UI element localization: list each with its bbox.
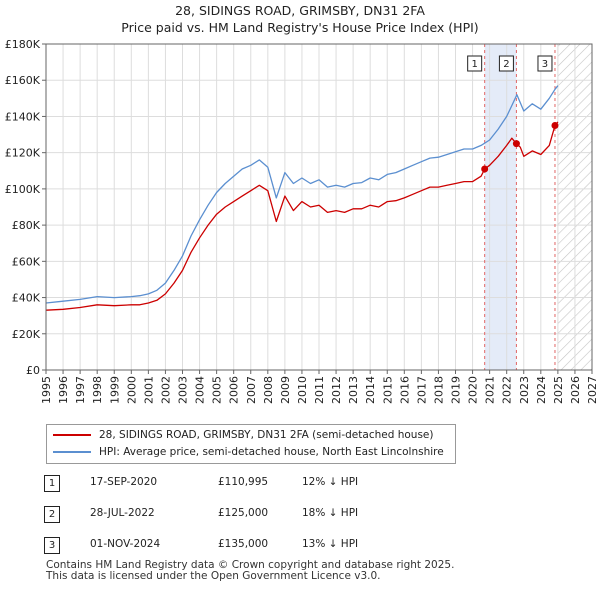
sale-label-number: 3 [542, 59, 548, 70]
x-tick-label: 2023 [518, 376, 531, 404]
x-tick-label: 2000 [125, 376, 138, 404]
legend-item-property: 28, SIDINGS ROAD, GRIMSBY, DN31 2FA (sem… [47, 427, 455, 443]
x-tick-label: 2004 [194, 376, 207, 404]
x-tick-label: 2024 [535, 376, 548, 404]
sale-row: 2 28-JUL-2022 £125,000 18% ↓ HPI [40, 503, 460, 534]
sale-row: 3 01-NOV-2024 £135,000 13% ↓ HPI [40, 534, 460, 565]
y-tick-label: £120K [5, 147, 41, 160]
x-tick-label: 2018 [432, 376, 445, 404]
sale-label-box [537, 55, 553, 72]
sale-label-box [498, 55, 514, 72]
y-tick-label: £160K [5, 74, 41, 87]
chart-title: 28, SIDINGS ROAD, GRIMSBY, DN31 2FA Pric… [0, 2, 600, 36]
x-tick-label: 2003 [177, 376, 190, 404]
sale-number-badge: 1 [44, 475, 60, 492]
y-tick-label: £0 [26, 364, 40, 377]
sale-number-badge: 3 [44, 537, 60, 554]
y-tick-label: £140K [5, 110, 41, 123]
x-tick-label: 2012 [330, 376, 343, 404]
x-tick-label: 2008 [262, 376, 275, 404]
x-tick-label: 2006 [228, 376, 241, 404]
sale-date: 17-SEP-2020 [90, 476, 158, 488]
sale-price: £110,995 [218, 476, 269, 488]
y-tick-label: £100K [5, 183, 41, 196]
y-tick-label: £180K [5, 38, 41, 51]
x-tick-label: 1995 [40, 376, 53, 404]
legend-item-hpi: HPI: Average price, semi-detached house,… [47, 444, 455, 460]
x-tick-label: 2005 [211, 376, 224, 404]
sale-hpi-diff: 18% ↓ HPI [302, 507, 359, 519]
y-tick-label: £20K [12, 328, 41, 341]
x-tick-label: 2017 [415, 376, 428, 404]
sale-label-box [467, 55, 483, 72]
sale-label-number: 2 [503, 59, 509, 70]
x-tick-label: 2009 [279, 376, 292, 404]
legend-label-hpi: HPI: Average price, semi-detached house,… [99, 446, 444, 458]
sale-point [481, 165, 489, 173]
chart-legend: 28, SIDINGS ROAD, GRIMSBY, DN31 2FA (sem… [46, 424, 456, 464]
sale-hpi-diff: 13% ↓ HPI [302, 538, 359, 550]
legend-swatch-property [53, 434, 91, 436]
y-tick-label: £40K [12, 292, 41, 305]
sale-row: 1 17-SEP-2020 £110,995 12% ↓ HPI [40, 472, 460, 503]
sale-price: £125,000 [218, 507, 269, 519]
property-price-line [46, 121, 559, 311]
x-tick-label: 2001 [142, 376, 155, 404]
sale-hpi-diff: 12% ↓ HPI [302, 476, 359, 488]
x-tick-label: 2013 [347, 376, 360, 404]
x-tick-label: 2015 [381, 376, 394, 404]
x-tick-label: 2002 [159, 376, 172, 404]
price-chart: 1 2 3 £0 £20K £40K £60K £80K £100K £120K £140K £16… [5, 38, 599, 404]
title-line-1: 28, SIDINGS ROAD, GRIMSBY, DN31 2FA [175, 3, 425, 18]
x-tick-label: 1999 [108, 376, 121, 404]
x-tick-label: 2021 [484, 376, 497, 404]
x-tick-label: 2014 [364, 376, 377, 404]
plot-frame [45, 43, 593, 371]
footer-line-1: Contains HM Land Registry data © Crown c… [46, 559, 455, 571]
sale-point [512, 140, 520, 148]
x-tick-label: 2027 [586, 376, 599, 404]
title-line-2: Price paid vs. HM Land Registry's House … [121, 20, 479, 35]
x-tick-label: 2022 [501, 376, 514, 404]
y-tick-label: £60K [12, 255, 41, 268]
sale-date: 28-JUL-2022 [90, 507, 155, 519]
sale-price: £135,000 [218, 538, 269, 550]
legend-swatch-hpi [53, 451, 91, 453]
x-tick-label: 2007 [245, 376, 258, 404]
x-tick-label: 1998 [91, 376, 104, 404]
sale-label-number: 1 [471, 59, 477, 70]
sale-point [551, 122, 559, 129]
x-tick-label: 1996 [57, 376, 70, 404]
x-tick-label: 2010 [296, 376, 309, 404]
x-tick-label: 2011 [313, 376, 326, 404]
x-tick-label: 2020 [467, 376, 480, 404]
sale-date: 01-NOV-2024 [90, 538, 161, 550]
x-tick-label: 2019 [450, 376, 463, 404]
sales-table: 1 17-SEP-2020 £110,995 12% ↓ HPI 2 28-JU… [40, 472, 460, 565]
x-tick-label: 2025 [552, 376, 565, 404]
footer-notice: Contains HM Land Registry data © Crown c… [46, 560, 454, 582]
x-tick-label: 1997 [74, 376, 87, 404]
footer-line-2: This data is licensed under the Open Gov… [46, 570, 381, 582]
y-tick-label: £80K [12, 219, 41, 232]
x-tick-label: 2026 [569, 376, 582, 404]
legend-label-property: 28, SIDINGS ROAD, GRIMSBY, DN31 2FA (sem… [99, 429, 434, 441]
hpi-line [46, 85, 559, 304]
sale-number-badge: 2 [44, 506, 60, 523]
x-tick-label: 2016 [398, 376, 411, 404]
